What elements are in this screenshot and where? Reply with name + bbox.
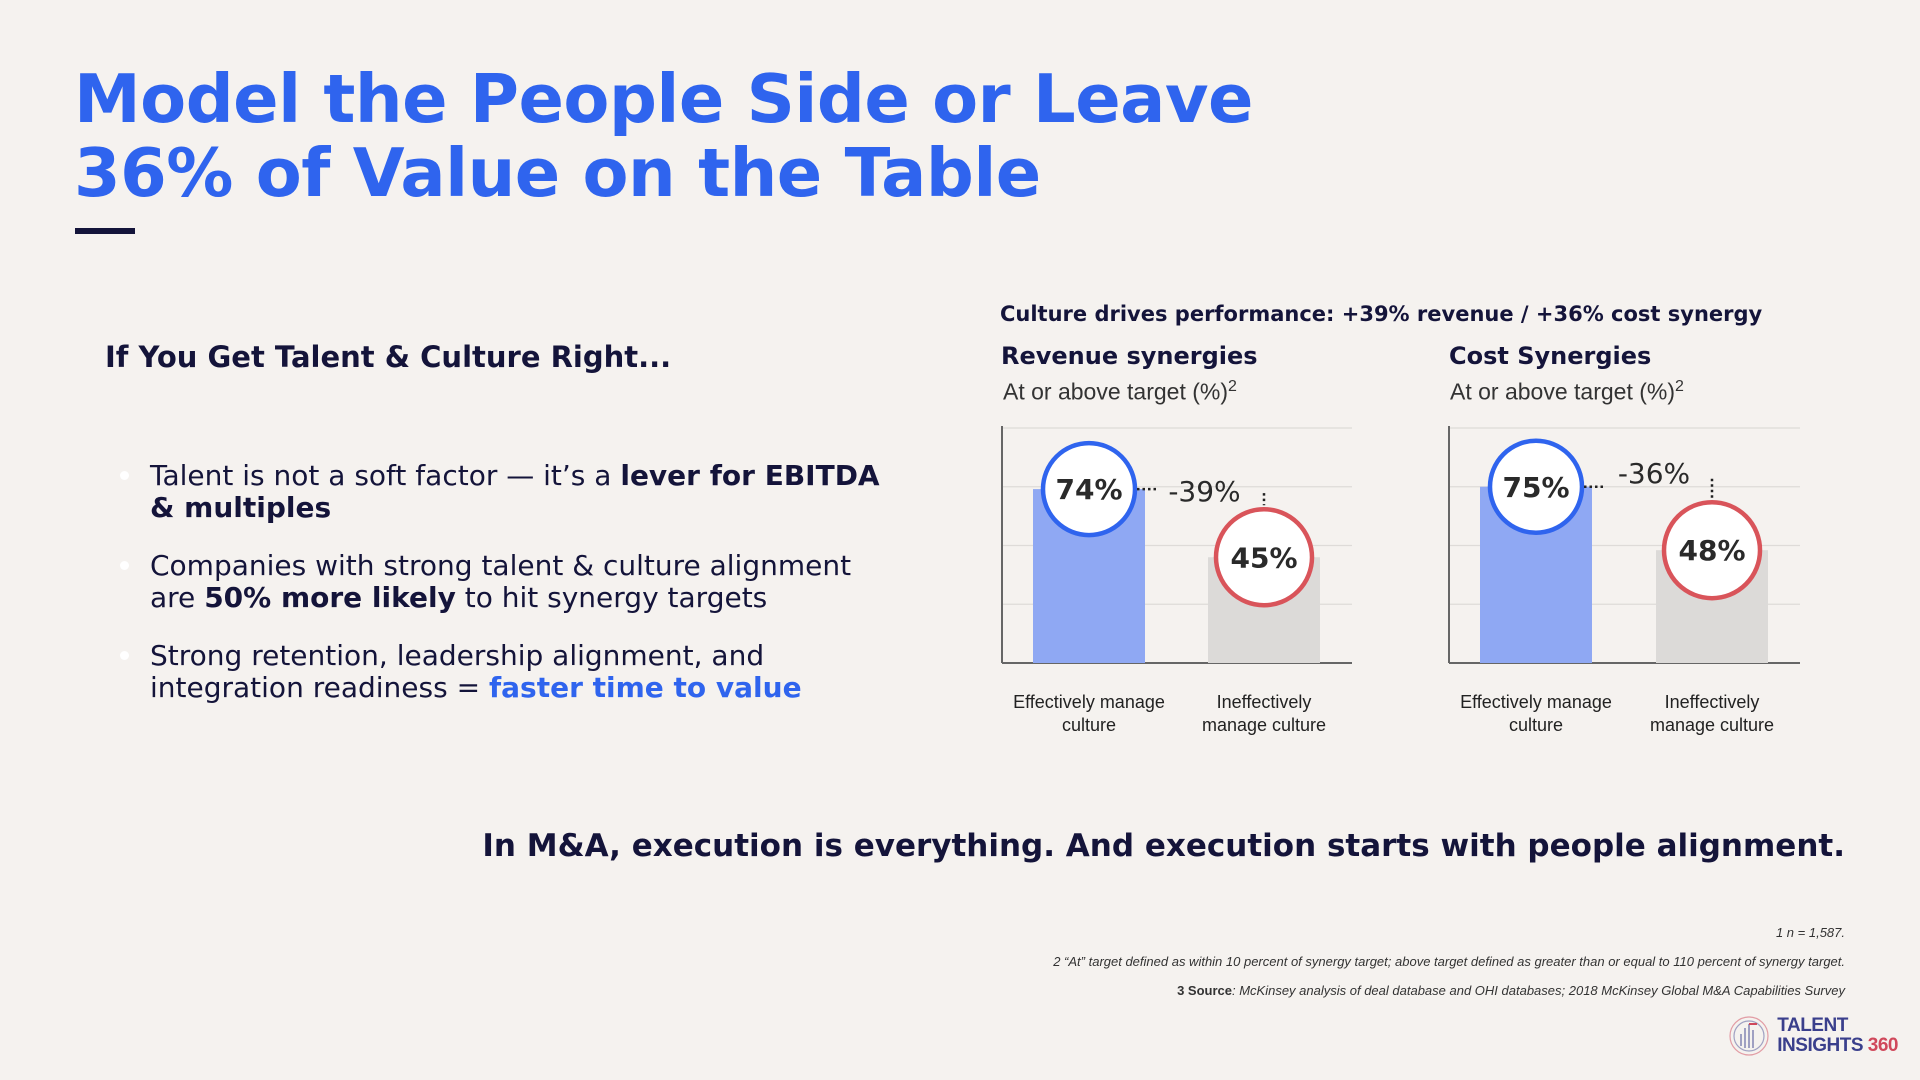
- footnote-marker: 2: [1228, 378, 1237, 395]
- title-underline: [75, 228, 135, 234]
- data-label: 48%: [1678, 534, 1745, 567]
- tick-label: culture: [1509, 715, 1563, 735]
- logo-line-1: TALENT: [1777, 1015, 1848, 1036]
- tick-label: manage culture: [1650, 715, 1774, 735]
- delta-label: -39%: [1168, 475, 1240, 508]
- value-circle: [1213, 507, 1315, 608]
- data-label: 75%: [1502, 471, 1569, 504]
- logo-wordmark: TALENT INSIGHTS 360: [1777, 1016, 1898, 1056]
- chart-title-cost: Cost Synergies: [1449, 342, 1652, 370]
- footnote-2: 2 “At” target defined as within 10 perce…: [1053, 954, 1845, 969]
- bullet-item: Companies with strong talent & culture a…: [120, 550, 900, 614]
- bullet-list: Talent is not a soft factor — it’s a lev…: [120, 460, 900, 730]
- tick-label: Effectively manage: [1460, 692, 1612, 712]
- logo-line-2: INSIGHTS 360: [1777, 1036, 1898, 1056]
- bullet-text: Strong retention, leadership alignment, …: [150, 639, 765, 704]
- brand-logo: TALENT INSIGHTS 360: [1727, 1014, 1899, 1058]
- data-label: 74%: [1055, 473, 1122, 506]
- tick-label: Ineffectively: [1217, 692, 1312, 712]
- title-line-1: Model the People Side or Leave: [74, 60, 1253, 138]
- bullet-text: Companies with strong talent & culture a…: [150, 549, 852, 614]
- chart-subtitle-revenue: At or above target (%)2: [1003, 378, 1237, 406]
- chart-subtitle-cost: At or above target (%)2: [1450, 378, 1684, 406]
- logo-number: 360: [1867, 1035, 1899, 1056]
- bullet-item: Strong retention, leadership alignment, …: [120, 640, 900, 704]
- tick-label: culture: [1062, 715, 1116, 735]
- bullet-accent: faster time to value: [488, 671, 802, 704]
- logo-word: INSIGHTS: [1777, 1035, 1864, 1056]
- page-title: Model the People Side or Leave 36% of Va…: [74, 62, 1253, 210]
- chart-ylabel: At or above target (%): [1450, 378, 1675, 405]
- bullet-emphasis: 50% more likely: [204, 581, 456, 614]
- delta-label: -36%: [1618, 457, 1690, 490]
- value-circle: [1040, 440, 1138, 538]
- value-circle: [1487, 438, 1585, 535]
- bullet-item: Talent is not a soft factor — it’s a lev…: [120, 460, 900, 524]
- chart-ylabel: At or above target (%): [1003, 378, 1228, 405]
- title-line-2: 36% of Value on the Table: [74, 134, 1041, 212]
- chart-title-revenue: Revenue synergies: [1001, 342, 1258, 370]
- footnote-source-text: : McKinsey analysis of deal database and…: [1231, 983, 1845, 998]
- chart-header: Culture drives performance: +39% revenue…: [1000, 302, 1763, 326]
- footnote-3: 3 Source: McKinsey analysis of deal data…: [1053, 976, 1845, 1005]
- tick-label: Effectively manage: [1013, 692, 1165, 712]
- tick-label: manage culture: [1202, 715, 1326, 735]
- left-heading: If You Get Talent & Culture Right...: [105, 340, 672, 374]
- value-circle: [1661, 499, 1763, 601]
- bullet-text: Talent is not a soft factor — it’s a: [150, 459, 621, 492]
- footnote-marker: 2: [1675, 378, 1684, 395]
- closing-statement: In M&A, execution is everything. And exe…: [482, 828, 1845, 864]
- footnote-1: 1 n = 1,587.: [1775, 925, 1845, 940]
- data-label: 45%: [1230, 541, 1297, 574]
- footnotes: 1 n = 1,587. 2 “At” target defined as wi…: [1053, 918, 1845, 1005]
- footnote-source-label: 3 Source: [1177, 983, 1232, 998]
- logo-mark-icon: [1729, 1016, 1769, 1056]
- tick-label: Ineffectively: [1665, 692, 1760, 712]
- bullet-text: to hit synergy targets: [455, 581, 768, 614]
- bullet-emphasis: lever for EBITDA & multiples: [150, 459, 880, 524]
